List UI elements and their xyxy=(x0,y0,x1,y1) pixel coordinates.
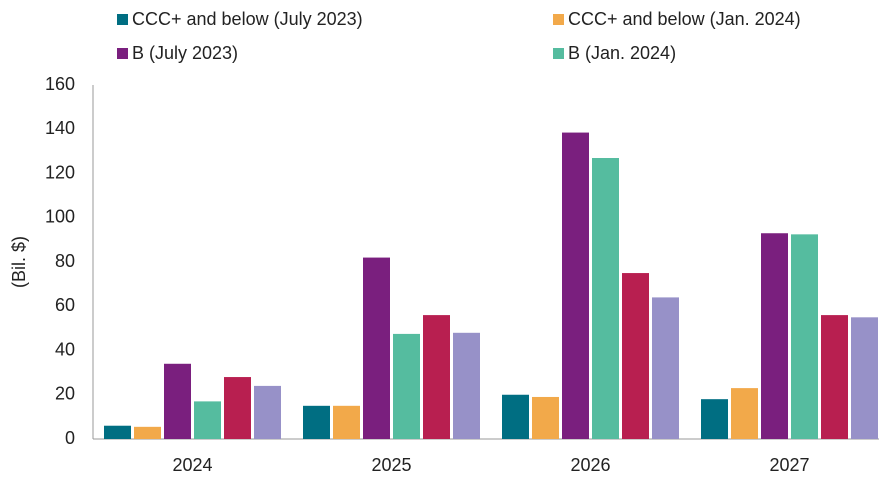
x-tick-label: 2025 xyxy=(371,455,411,475)
x-tick-label: 2027 xyxy=(769,455,809,475)
bar xyxy=(333,405,360,439)
bar xyxy=(363,257,390,439)
legend-swatch xyxy=(117,48,128,59)
bar xyxy=(164,363,191,439)
bar xyxy=(502,394,529,439)
legend-label: B (Jan. 2024) xyxy=(568,43,676,63)
bar xyxy=(134,426,161,439)
y-tick-label: 60 xyxy=(55,295,75,315)
bar xyxy=(303,405,330,439)
bar xyxy=(453,332,480,439)
y-tick-label: 140 xyxy=(45,118,75,138)
bar xyxy=(761,233,788,439)
y-tick-label: 160 xyxy=(45,74,75,94)
y-tick-label: 0 xyxy=(65,428,75,448)
y-tick-label: 80 xyxy=(55,251,75,271)
bar xyxy=(393,333,420,439)
bar xyxy=(224,377,251,439)
bar xyxy=(194,401,221,439)
bar xyxy=(562,132,589,439)
y-tick-label: 100 xyxy=(45,207,75,227)
x-tick-label: 2024 xyxy=(172,455,212,475)
bar xyxy=(592,158,619,439)
bar xyxy=(701,399,728,439)
bar xyxy=(423,315,450,439)
y-tick-label: 120 xyxy=(45,162,75,182)
legend-swatch xyxy=(553,48,564,59)
bar xyxy=(652,297,679,439)
y-axis-label: (Bil. $) xyxy=(9,236,29,288)
bar xyxy=(622,273,649,439)
bar xyxy=(821,315,848,439)
bar xyxy=(851,317,878,439)
bar xyxy=(254,385,281,439)
bar xyxy=(104,425,131,439)
bar xyxy=(791,234,818,439)
x-tick-label: 2026 xyxy=(570,455,610,475)
bar xyxy=(731,388,758,439)
legend-label: CCC+ and below (Jan. 2024) xyxy=(568,9,801,29)
bar xyxy=(532,396,559,439)
legend-label: CCC+ and below (July 2023) xyxy=(132,9,363,29)
y-tick-label: 20 xyxy=(55,384,75,404)
legend-label: B (July 2023) xyxy=(132,43,238,63)
legend-swatch xyxy=(553,14,564,25)
y-tick-label: 40 xyxy=(55,339,75,359)
legend-swatch xyxy=(117,14,128,25)
